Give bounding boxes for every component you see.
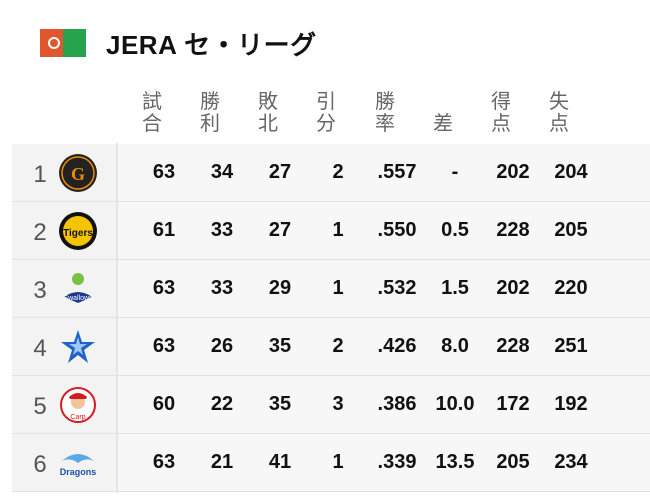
wins-value: 33	[210, 219, 234, 241]
win-pct-value: .557	[377, 161, 417, 183]
baystars-logo-icon	[58, 327, 98, 367]
games-behind-value: 10.0	[435, 393, 475, 415]
win-pct-value: .386	[377, 393, 417, 415]
games-behind-value: 1.5	[441, 277, 469, 299]
svg-text:Tigers: Tigers	[63, 228, 93, 239]
losses-value: 35	[268, 335, 292, 357]
header-games-behind: 差	[433, 111, 453, 135]
header-runs-allowed: 失 点	[549, 89, 569, 135]
rank-label: 2	[33, 219, 47, 246]
column-divider	[116, 143, 118, 493]
wins-value: 22	[210, 393, 234, 415]
draws-value: 1	[332, 451, 344, 473]
rank-label: 1	[33, 161, 47, 188]
win-pct-value: .550	[377, 219, 417, 241]
games-value: 63	[152, 277, 176, 299]
games-value: 61	[152, 219, 176, 241]
rank-label: 6	[33, 451, 47, 478]
table-row[interactable]: 2 Tigers 61 33 27 1 .550 0.5 228 205	[12, 202, 650, 260]
runs-allowed-value: 204	[554, 161, 588, 183]
header-runs-scored: 得 点	[491, 89, 511, 135]
games-behind-value: -	[451, 161, 459, 183]
header-win-pct: 勝 率	[375, 89, 395, 135]
table-row[interactable]: 4 63 26 35 2 .426 8.0 228 251	[12, 318, 650, 376]
wins-value: 26	[210, 335, 234, 357]
runs-allowed-value: 220	[554, 277, 588, 299]
swallows-logo-icon: Swallows	[58, 269, 98, 309]
win-pct-value: .339	[377, 451, 417, 473]
runs-allowed-value: 251	[554, 335, 588, 357]
runs-allowed-value: 192	[554, 393, 588, 415]
losses-value: 35	[268, 393, 292, 415]
dragons-logo-icon: Dragons	[58, 443, 98, 483]
tigers-logo-icon: Tigers	[58, 211, 98, 251]
runs-allowed-value: 234	[554, 451, 588, 473]
table-row[interactable]: 5 Carp 60 22 35 3 .386 10.0 172 192	[12, 376, 650, 434]
carp-logo-icon: Carp	[58, 385, 98, 425]
runs-scored-value: 202	[496, 277, 530, 299]
runs-allowed-value: 205	[554, 219, 588, 241]
losses-value: 29	[268, 277, 292, 299]
win-pct-value: .532	[377, 277, 417, 299]
header-losses: 敗 北	[258, 89, 278, 135]
games-value: 63	[152, 451, 176, 473]
draws-value: 1	[332, 219, 344, 241]
title-bar: JERA セ・リーグ	[40, 26, 317, 60]
draws-value: 1	[332, 277, 344, 299]
header-games: 試 合	[142, 89, 162, 135]
svg-text:G: G	[71, 164, 85, 184]
svg-text:Swallows: Swallows	[63, 295, 93, 302]
draws-value: 2	[332, 335, 344, 357]
draws-value: 3	[332, 393, 344, 415]
games-behind-value: 0.5	[441, 219, 469, 241]
wins-value: 33	[210, 277, 234, 299]
games-behind-value: 8.0	[441, 335, 469, 357]
losses-value: 27	[268, 219, 292, 241]
games-value: 63	[152, 161, 176, 183]
table-row[interactable]: 3 Swallows 63 33 29 1 .532 1.5 202 220	[12, 260, 650, 318]
runs-scored-value: 228	[496, 219, 530, 241]
header-wins: 勝 利	[200, 89, 220, 135]
page-title: JERA セ・リーグ	[106, 29, 317, 60]
svg-text:Carp: Carp	[70, 414, 85, 421]
giants-logo-icon: G	[58, 153, 98, 193]
rank-label: 4	[33, 335, 47, 362]
wins-value: 21	[210, 451, 234, 473]
games-behind-value: 13.5	[435, 451, 475, 473]
runs-scored-value: 202	[496, 161, 530, 183]
wins-value: 34	[210, 161, 234, 183]
draws-value: 2	[332, 161, 344, 183]
games-value: 63	[152, 335, 176, 357]
league-flag-icon	[40, 29, 86, 57]
losses-value: 41	[268, 451, 292, 473]
losses-value: 27	[268, 161, 292, 183]
rank-label: 5	[33, 393, 47, 420]
runs-scored-value: 228	[496, 335, 530, 357]
table-row[interactable]: 1 G 63 34 27 2 .557 - 202 204	[12, 144, 650, 202]
rank-label: 3	[33, 277, 47, 304]
svg-text:Dragons: Dragons	[60, 467, 97, 477]
runs-scored-value: 172	[496, 393, 530, 415]
games-value: 60	[152, 393, 176, 415]
table-row[interactable]: 6 Dragons 63 21 41 1 .339 13.5 205 234	[12, 434, 650, 492]
header-draws: 引 分	[316, 89, 336, 135]
win-pct-value: .426	[377, 335, 417, 357]
runs-scored-value: 205	[496, 451, 530, 473]
